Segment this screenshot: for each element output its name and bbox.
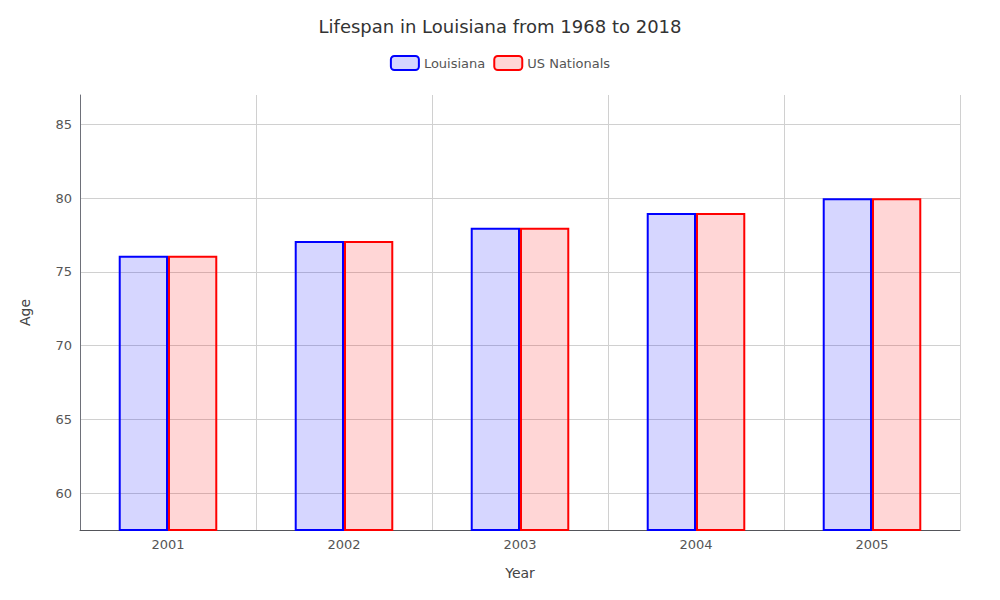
svg-text:2001: 2001 <box>151 537 184 552</box>
svg-text:60: 60 <box>55 486 72 501</box>
svg-text:70: 70 <box>55 338 72 353</box>
svg-text:Lifespan in Louisiana from 196: Lifespan in Louisiana from 1968 to 2018 <box>319 16 682 37</box>
svg-text:75: 75 <box>55 264 72 279</box>
svg-text:2004: 2004 <box>679 537 712 552</box>
svg-text:65: 65 <box>55 412 72 427</box>
svg-text:Age: Age <box>17 299 33 326</box>
svg-text:US Nationals: US Nationals <box>527 56 610 71</box>
svg-text:Louisiana: Louisiana <box>424 56 485 71</box>
svg-text:Year: Year <box>504 565 535 581</box>
svg-text:2002: 2002 <box>327 537 360 552</box>
svg-text:85: 85 <box>55 117 72 132</box>
svg-text:2003: 2003 <box>503 537 536 552</box>
svg-text:80: 80 <box>55 191 72 206</box>
svg-text:2005: 2005 <box>855 537 888 552</box>
